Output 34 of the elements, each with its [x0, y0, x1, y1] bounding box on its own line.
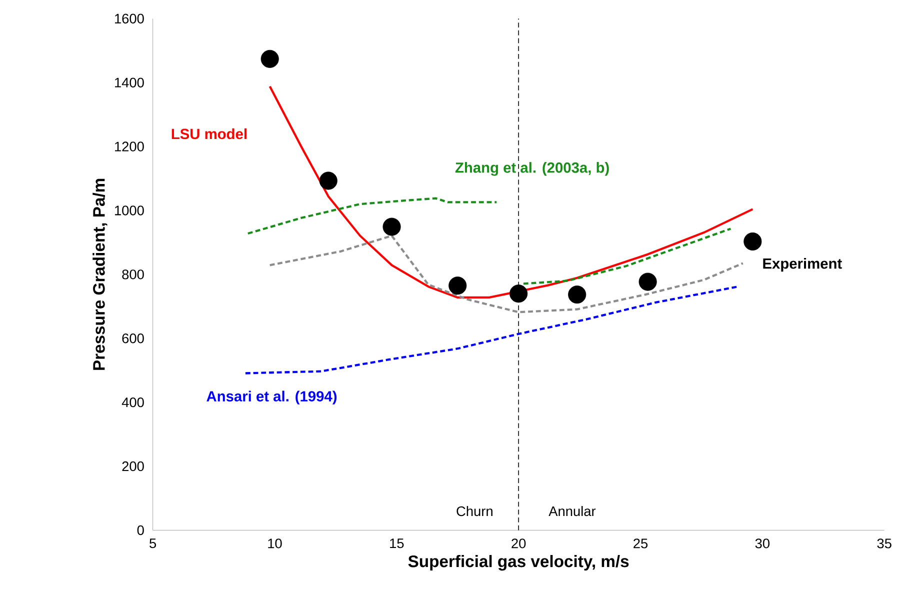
y-tick-label: 1600 — [115, 14, 144, 24]
y-tick-label: 1400 — [115, 78, 144, 88]
point — [319, 172, 338, 190]
annotation: Churn — [456, 506, 492, 516]
point — [260, 50, 279, 68]
y-tick-label: 0 — [137, 525, 144, 536]
series-label: Experiment — [763, 258, 842, 272]
point — [448, 276, 467, 295]
point — [382, 218, 401, 236]
y-tick-label: 400 — [122, 398, 144, 408]
point — [744, 232, 762, 251]
annotation: Annular — [548, 506, 596, 516]
series-label: Zhang et al. (2003a, b) — [455, 162, 609, 176]
x-tick-label: 25 — [634, 538, 648, 548]
y-tick-label: 1200 — [115, 142, 144, 152]
x-tick-label: 20 — [512, 538, 526, 548]
y-tick-label: 1000 — [115, 206, 144, 216]
y-tick-label: 800 — [122, 270, 144, 280]
x-tick-label: 15 — [390, 538, 404, 548]
text: LSU model — [172, 128, 246, 140]
x-tick-label: 30 — [755, 538, 770, 548]
x-axis-title: Superficial gas velocity, m/s — [408, 555, 629, 571]
y-tick-label: 200 — [122, 462, 144, 472]
line-series — [268, 85, 754, 299]
point — [510, 284, 528, 303]
line-series — [244, 286, 740, 374]
x-tick-label: 5 — [150, 538, 156, 548]
x-tick-label: 35 — [877, 538, 892, 548]
point — [638, 272, 657, 291]
point — [568, 286, 586, 304]
x-tick-label: 10 — [268, 538, 282, 548]
y-tick-label: 600 — [122, 334, 144, 344]
series-label: Ansari et al. (1994) — [206, 390, 337, 404]
y-axis-title: Pressure Gradient, Pa/m — [92, 179, 108, 370]
